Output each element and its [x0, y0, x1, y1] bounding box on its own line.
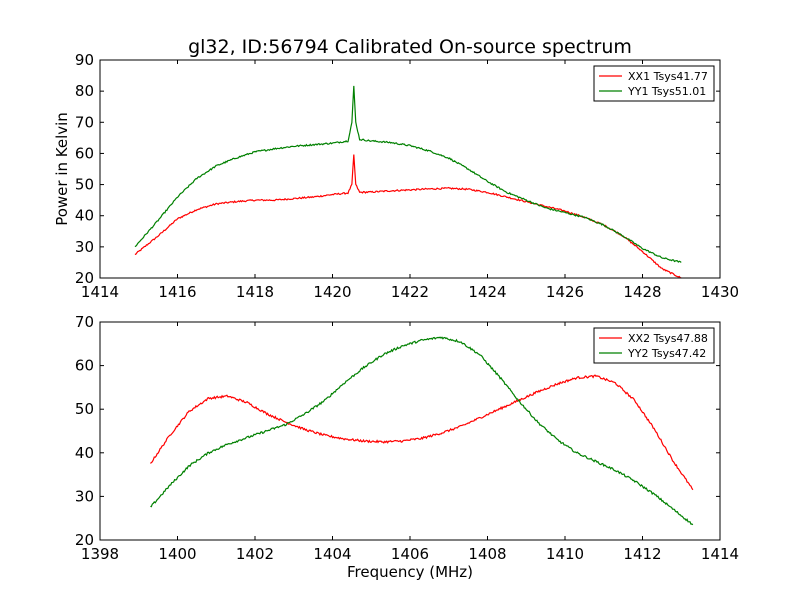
x-tick-label: 1398 [81, 545, 119, 563]
x-tick-label: 1410 [546, 545, 584, 563]
x-tick-label: 1404 [313, 545, 351, 563]
legend-label-2: YY1 Tsys51.01 [627, 85, 706, 98]
y-tick-label: 20 [75, 269, 94, 287]
legend-box [593, 327, 715, 364]
y-tick-label: 20 [75, 531, 94, 549]
x-tick-label: 1426 [546, 283, 584, 301]
y-tick-label: 80 [75, 82, 94, 100]
x-tick-label: 1412 [623, 545, 661, 563]
y-tick-label: 50 [75, 176, 94, 194]
x-tick-label: 1422 [391, 283, 429, 301]
y-axis-label: Power in Kelvin [53, 112, 71, 226]
series-line-1 [134, 154, 682, 279]
x-tick-label: 1418 [236, 283, 274, 301]
legend-label-1: XX1 Tsys41.77 [628, 70, 708, 83]
x-tick-label: 1428 [623, 283, 661, 301]
x-tick-label: 1414 [701, 545, 739, 563]
x-tick-label: 1414 [81, 283, 119, 301]
legend-label-2: YY2 Tsys47.42 [627, 347, 706, 360]
y-tick-label: 90 [75, 51, 94, 69]
y-tick-label: 70 [75, 113, 94, 131]
bottom-panel: 1398 1400 1402 1404 1406 1408 1410 1412 1414 20 30… [75, 313, 739, 563]
x-axis-label: Frequency (MHz) [347, 563, 473, 581]
x-tick-label: 1406 [391, 545, 429, 563]
y-tick-label: 50 [75, 400, 94, 418]
y-tick-label: 30 [75, 238, 94, 256]
legend: XX1 Tsys41.77 YY1 Tsys51.01 [593, 65, 715, 102]
top-panel: 1414 1416 1418 1420 1422 1424 1426 1428 1430 20 30… [75, 51, 739, 301]
y-tick-label: 30 [75, 487, 94, 505]
x-tick-label: 1416 [158, 283, 196, 301]
y-tick-label: 60 [75, 144, 94, 162]
legend-box [593, 65, 715, 102]
legend: XX2 Tsys47.88 YY2 Tsys47.42 [593, 327, 715, 364]
series-line-1 [150, 374, 694, 491]
y-tick-label: 40 [75, 444, 94, 462]
x-tick-label: 1408 [468, 545, 506, 563]
chart-title: gl32, ID:56794 Calibrated On-source spec… [188, 36, 632, 58]
x-tick-label: 1430 [701, 283, 739, 301]
x-tick-label: 1424 [468, 283, 506, 301]
series-line-2 [150, 336, 694, 526]
x-tick-label: 1402 [236, 545, 274, 563]
legend-label-1: XX2 Tsys47.88 [628, 332, 708, 345]
y-tick-label: 70 [75, 313, 94, 331]
y-tick-label: 40 [75, 207, 94, 225]
y-tick-label: 60 [75, 357, 94, 375]
series-line-2 [134, 85, 682, 263]
x-tick-label: 1400 [158, 545, 196, 563]
x-tick-label: 1420 [313, 283, 351, 301]
